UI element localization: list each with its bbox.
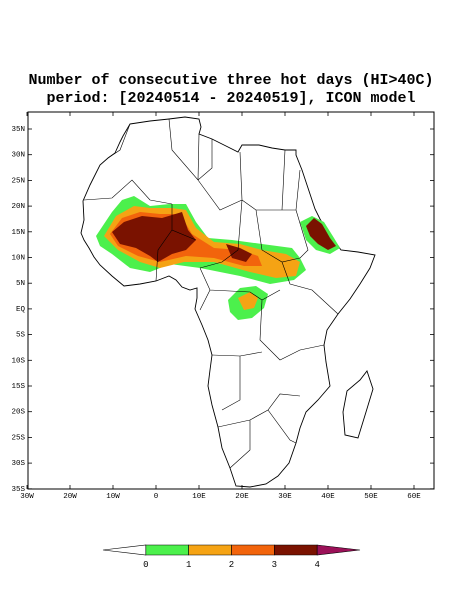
lat-label: 25S <box>11 434 25 442</box>
colorbar-label: 0 <box>143 560 148 570</box>
colorbar-segment <box>231 544 275 556</box>
lon-label: 10E <box>192 493 206 501</box>
colorbar-segment <box>316 544 361 556</box>
lon-label: 30W <box>20 493 34 501</box>
colorbar-label: 1 <box>186 560 191 570</box>
shade-east-4 <box>306 218 336 250</box>
lat-label: 30S <box>11 460 25 468</box>
lat-label: 5S <box>16 332 26 340</box>
hot-days-shading <box>96 196 340 320</box>
colorbar-label: 3 <box>272 560 277 570</box>
madagascar <box>342 370 374 439</box>
shade-4 <box>112 212 196 262</box>
lon-label: 50E <box>364 493 378 501</box>
map-area <box>27 111 435 490</box>
colorbar-label: 4 <box>314 560 319 570</box>
map-frame <box>27 111 435 490</box>
lon-label: 30E <box>278 493 292 501</box>
lat-label: 15N <box>11 229 25 237</box>
country-borders <box>83 118 339 469</box>
colorbar-segment <box>102 544 147 556</box>
shade-central-2 <box>238 292 258 310</box>
lat-label: 25N <box>11 177 25 185</box>
lon-label: 40E <box>321 493 335 501</box>
colorbar-label: 2 <box>229 560 234 570</box>
lat-label: 35S <box>11 486 25 494</box>
colorbar-segment <box>188 544 232 556</box>
lon-label: 20W <box>63 493 77 501</box>
lon-label: 60E <box>407 493 421 501</box>
lat-label: 20N <box>11 203 25 211</box>
title-line-2: period: [20240514 - 20240519], ICON mode… <box>46 90 415 107</box>
lat-label: 35N <box>11 126 25 134</box>
lat-label: 30N <box>11 152 25 160</box>
lat-label: 5N <box>16 280 25 288</box>
lat-label: 20S <box>11 409 25 417</box>
lat-label: 10S <box>11 357 25 365</box>
lat-label: 15S <box>11 383 25 391</box>
lat-label: 10N <box>11 254 25 262</box>
title-line-1: Number of consecutive three hot days (HI… <box>28 72 433 89</box>
lat-label: EQ <box>16 306 26 314</box>
colorbar-segment <box>145 544 189 556</box>
colorbar: 0 1 2 3 4 <box>102 544 361 570</box>
lon-label: 10W <box>106 493 120 501</box>
shade-4b <box>226 244 252 262</box>
colorbar-segment <box>274 544 318 556</box>
lon-label: 0 <box>154 493 159 501</box>
lon-label: 20E <box>235 493 249 501</box>
